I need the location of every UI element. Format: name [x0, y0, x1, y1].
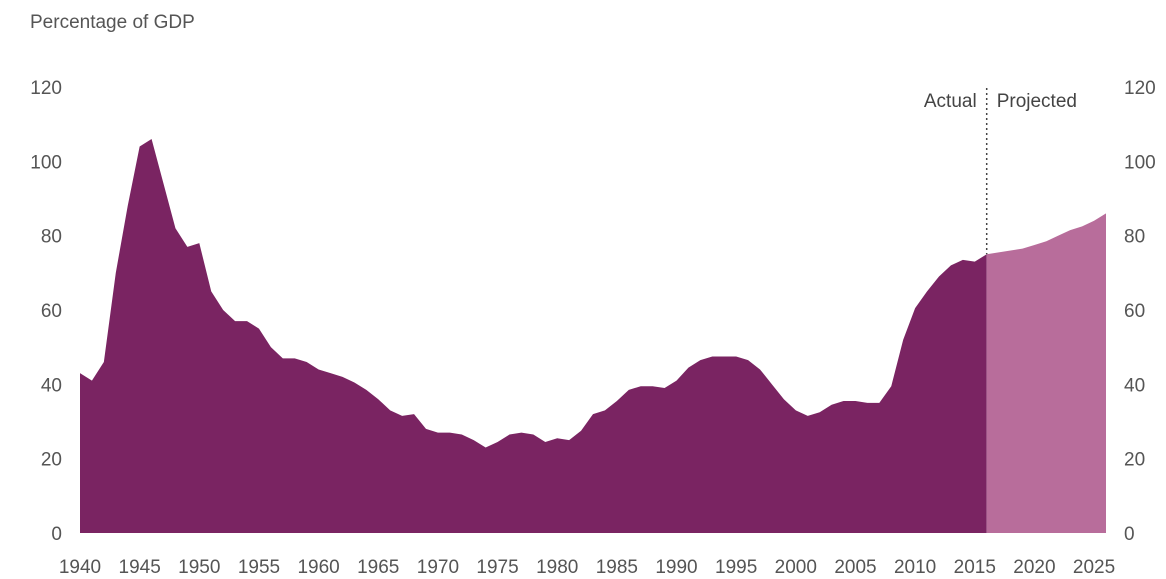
area-projected	[986, 213, 1106, 533]
annotation-projected: Projected	[997, 91, 1077, 112]
x-tick-label: 1970	[417, 557, 459, 578]
annotation-actual: Actual	[924, 91, 977, 112]
x-tick-label: 1940	[59, 557, 101, 578]
y-tick-label-right: 120	[1124, 78, 1156, 99]
y-tick-label-left: 80	[41, 227, 62, 248]
x-tick-label: 1955	[238, 557, 280, 578]
x-tick-label: 1945	[119, 557, 161, 578]
y-tick-label-right: 60	[1124, 301, 1145, 322]
y-tick-label-left: 20	[41, 450, 62, 471]
areas-group	[80, 139, 1106, 533]
unit-label: Percentage of GDP	[30, 12, 195, 33]
x-tick-label: 2010	[894, 557, 936, 578]
x-tick-label: 2000	[775, 557, 817, 578]
x-tick-label: 1950	[178, 557, 220, 578]
y-tick-label-right: 80	[1124, 227, 1145, 248]
area-actual	[80, 139, 987, 533]
y-tick-label-right: 20	[1124, 450, 1145, 471]
y-tick-label-right: 100	[1124, 152, 1156, 173]
y-tick-label-left: 100	[30, 152, 62, 173]
x-tick-label: 1975	[476, 557, 518, 578]
x-tick-label: 2005	[834, 557, 876, 578]
y-tick-label-left: 40	[41, 375, 62, 396]
y-tick-label-right: 0	[1124, 524, 1135, 545]
x-tick-label: 2020	[1013, 557, 1055, 578]
x-tick-label: 1965	[357, 557, 399, 578]
x-tick-label: 2025	[1073, 557, 1115, 578]
x-tick-label: 1990	[655, 557, 697, 578]
x-tick-label: 2015	[954, 557, 996, 578]
y-tick-label-left: 60	[41, 301, 62, 322]
x-tick-label: 1980	[536, 557, 578, 578]
x-tick-label: 1960	[297, 557, 339, 578]
y-tick-label-right: 40	[1124, 375, 1145, 396]
y-tick-label-left: 120	[30, 78, 62, 99]
x-tick-label: 1985	[596, 557, 638, 578]
x-tick-label: 1995	[715, 557, 757, 578]
y-tick-label-left: 0	[51, 524, 62, 545]
annotations-group: Actual Projected	[924, 88, 1077, 255]
